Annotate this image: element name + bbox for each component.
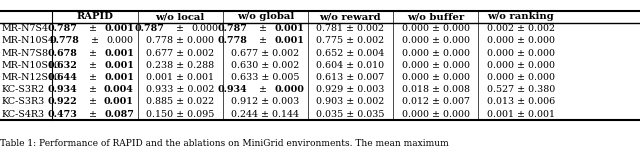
Text: 0.613 ± 0.007: 0.613 ± 0.007 <box>316 73 385 82</box>
Text: 0.677 ± 0.002: 0.677 ± 0.002 <box>231 49 300 58</box>
Text: 0.000: 0.000 <box>106 36 133 45</box>
Text: MR-N7S8: MR-N7S8 <box>2 49 49 58</box>
Text: 0.018 ± 0.008: 0.018 ± 0.008 <box>401 85 470 94</box>
Text: 0.778: 0.778 <box>49 36 79 45</box>
Text: ±: ± <box>88 36 102 45</box>
Text: 0.000 ± 0.000: 0.000 ± 0.000 <box>401 24 470 33</box>
Text: 0.787: 0.787 <box>218 24 248 33</box>
Text: 0.012 ± 0.007: 0.012 ± 0.007 <box>401 97 470 106</box>
Text: 0.001: 0.001 <box>275 24 304 33</box>
Text: 0.150 ± 0.095: 0.150 ± 0.095 <box>146 109 214 119</box>
Text: 0.473: 0.473 <box>47 109 77 119</box>
Text: 0.000 ± 0.000: 0.000 ± 0.000 <box>401 109 470 119</box>
Text: w/o global: w/o global <box>237 12 294 21</box>
Text: 0.000 ± 0.000: 0.000 ± 0.000 <box>401 61 470 70</box>
Text: ±: ± <box>256 85 270 94</box>
Text: 0.678: 0.678 <box>47 49 77 58</box>
Text: MR-N10S4: MR-N10S4 <box>2 36 55 45</box>
Text: ±: ± <box>86 97 100 106</box>
Text: KC-S3R3: KC-S3R3 <box>2 97 45 106</box>
Text: MR-N10S10: MR-N10S10 <box>2 61 61 70</box>
Text: Table 1: Performance of RAPID and the ablations on MiniGrid environments. The me: Table 1: Performance of RAPID and the ab… <box>0 139 449 148</box>
Text: 0.630 ± 0.002: 0.630 ± 0.002 <box>231 61 300 70</box>
Text: 0.922: 0.922 <box>47 97 77 106</box>
Text: 0.527 ± 0.380: 0.527 ± 0.380 <box>486 85 555 94</box>
Text: 0.000 ± 0.000: 0.000 ± 0.000 <box>486 73 555 82</box>
Text: 0.000 ± 0.000: 0.000 ± 0.000 <box>486 36 555 45</box>
Text: 0.000 ± 0.000: 0.000 ± 0.000 <box>401 36 470 45</box>
Text: ±: ± <box>86 85 100 94</box>
Text: w/o buffer: w/o buffer <box>407 12 464 21</box>
Text: 0.001: 0.001 <box>104 97 134 106</box>
Text: 0.885 ± 0.022: 0.885 ± 0.022 <box>146 97 214 106</box>
Text: 0.001: 0.001 <box>104 24 134 33</box>
Text: 0.929 ± 0.003: 0.929 ± 0.003 <box>316 85 385 94</box>
Text: 0.087: 0.087 <box>104 109 134 119</box>
Text: 0.238 ± 0.288: 0.238 ± 0.288 <box>146 61 214 70</box>
Text: 0.035 ± 0.035: 0.035 ± 0.035 <box>316 109 385 119</box>
Text: 0.001 ± 0.001: 0.001 ± 0.001 <box>486 109 555 119</box>
Text: 0.632: 0.632 <box>47 61 77 70</box>
Text: ±: ± <box>86 61 100 70</box>
Text: ±: ± <box>256 24 270 33</box>
Text: 0.000: 0.000 <box>191 24 218 33</box>
Text: 0.933 ± 0.002: 0.933 ± 0.002 <box>146 85 214 94</box>
Text: 0.001 ± 0.001: 0.001 ± 0.001 <box>146 73 214 82</box>
Text: w/o reward: w/o reward <box>319 12 381 21</box>
Text: 0.004: 0.004 <box>104 85 134 94</box>
Text: 0.001: 0.001 <box>104 49 134 58</box>
Text: MR-N12S10: MR-N12S10 <box>2 73 61 82</box>
Text: ±: ± <box>86 109 100 119</box>
Text: RAPID: RAPID <box>77 12 113 21</box>
Text: ±: ± <box>256 36 270 45</box>
Text: ±: ± <box>173 24 187 33</box>
Text: 0.000: 0.000 <box>274 85 304 94</box>
Text: w/o local: w/o local <box>156 12 205 21</box>
Text: 0.677 ± 0.002: 0.677 ± 0.002 <box>146 49 214 58</box>
Text: 0.633 ± 0.005: 0.633 ± 0.005 <box>231 73 300 82</box>
Text: KC-S4R3: KC-S4R3 <box>2 109 45 119</box>
Text: 0.001: 0.001 <box>104 61 134 70</box>
Text: ±: ± <box>86 24 100 33</box>
Text: 0.000 ± 0.000: 0.000 ± 0.000 <box>401 73 470 82</box>
Text: 0.604 ± 0.010: 0.604 ± 0.010 <box>316 61 385 70</box>
Text: 0.652 ± 0.004: 0.652 ± 0.004 <box>316 49 385 58</box>
Text: 0.787: 0.787 <box>47 24 77 33</box>
Text: ±: ± <box>86 73 100 82</box>
Text: 0.934: 0.934 <box>218 85 248 94</box>
Text: 0.013 ± 0.006: 0.013 ± 0.006 <box>486 97 555 106</box>
Text: 0.912 ± 0.003: 0.912 ± 0.003 <box>231 97 300 106</box>
Text: KC-S3R2: KC-S3R2 <box>2 85 45 94</box>
Text: MR-N7S4: MR-N7S4 <box>2 24 49 33</box>
Text: ±: ± <box>86 49 100 58</box>
Text: 0.000 ± 0.000: 0.000 ± 0.000 <box>486 61 555 70</box>
Text: 0.778 ± 0.000: 0.778 ± 0.000 <box>146 36 214 45</box>
Text: 0.000 ± 0.000: 0.000 ± 0.000 <box>401 49 470 58</box>
Text: 0.778: 0.778 <box>218 36 248 45</box>
Text: 0.000 ± 0.000: 0.000 ± 0.000 <box>486 49 555 58</box>
Text: 0.787: 0.787 <box>134 24 164 33</box>
Text: 0.001: 0.001 <box>275 36 304 45</box>
Text: 0.244 ± 0.144: 0.244 ± 0.144 <box>231 109 300 119</box>
Text: 0.002 ± 0.002: 0.002 ± 0.002 <box>486 24 555 33</box>
Text: 0.001: 0.001 <box>104 73 134 82</box>
Text: 0.781 ± 0.002: 0.781 ± 0.002 <box>316 24 385 33</box>
Text: 0.775 ± 0.002: 0.775 ± 0.002 <box>316 36 385 45</box>
Text: 0.934: 0.934 <box>47 85 77 94</box>
Text: w/o ranking: w/o ranking <box>487 12 554 21</box>
Text: 0.644: 0.644 <box>47 73 77 82</box>
Text: 0.903 ± 0.002: 0.903 ± 0.002 <box>316 97 385 106</box>
